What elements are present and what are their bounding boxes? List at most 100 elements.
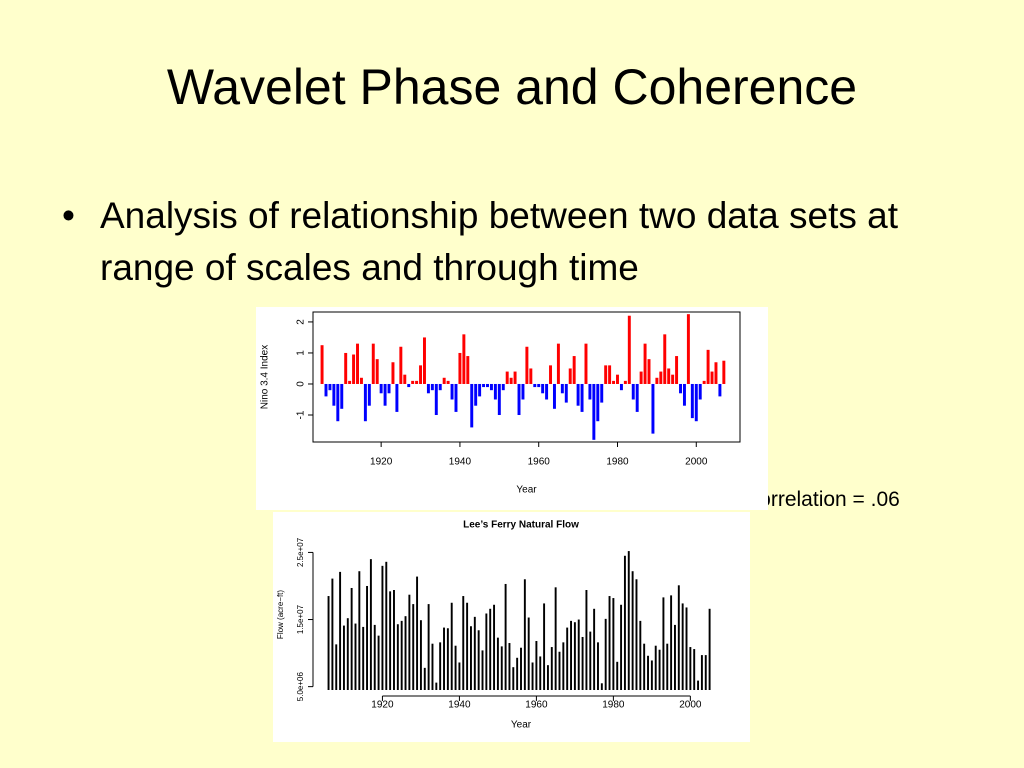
bar [366, 585, 368, 690]
bar [531, 662, 534, 690]
bar [434, 383, 438, 416]
bar [513, 371, 517, 384]
bar [521, 383, 525, 400]
bar [682, 383, 686, 406]
bar [324, 383, 328, 397]
bar [381, 565, 384, 690]
bar [612, 598, 615, 690]
bar [670, 595, 673, 690]
bar [474, 383, 478, 406]
bar [496, 637, 499, 690]
bar [391, 362, 395, 384]
bar [438, 383, 442, 391]
bar [718, 383, 722, 397]
bar [367, 383, 371, 406]
bar [596, 383, 600, 422]
bar [708, 608, 711, 690]
chart-title: Lee’s Ferry Natural Flow [463, 520, 579, 531]
bar [396, 624, 399, 690]
annotation: Correlation = .06 [744, 488, 900, 511]
bar [710, 371, 714, 384]
bar [706, 349, 710, 384]
bar [593, 608, 596, 690]
bar [354, 623, 357, 690]
bar [462, 596, 465, 690]
bar [517, 383, 521, 416]
bar [525, 346, 529, 384]
bar [704, 655, 707, 690]
bar [666, 643, 669, 690]
bar [478, 383, 482, 397]
bar [516, 657, 519, 690]
bar [373, 624, 376, 690]
bar [623, 555, 626, 690]
bar [689, 647, 692, 690]
bar [556, 343, 560, 384]
x-tick-label: 1920 [371, 700, 394, 711]
bar [580, 383, 584, 412]
bar [335, 644, 338, 690]
bar [399, 346, 403, 384]
bar [564, 383, 568, 403]
x-tick-label: 1940 [448, 700, 471, 711]
slide-title: Wavelet Phase and Coherence [166, 59, 858, 115]
bar [443, 627, 445, 690]
bar [623, 380, 627, 384]
y-tick-label: 5.0e+06 [296, 672, 305, 702]
bar [581, 636, 584, 690]
bar [686, 314, 690, 384]
bar [647, 359, 651, 384]
bar [694, 383, 698, 422]
bar [501, 383, 505, 391]
bar [616, 374, 619, 384]
bar [639, 371, 643, 384]
bar [722, 360, 726, 384]
bar [340, 383, 344, 409]
bar [359, 377, 363, 384]
bar [647, 655, 649, 690]
bar [714, 362, 718, 384]
bar [631, 571, 634, 690]
bar [560, 383, 564, 394]
bar [489, 383, 493, 391]
bar [572, 356, 576, 384]
bar [512, 667, 515, 690]
bullet-list: Analysis of relationship between two dat… [62, 190, 962, 294]
bar [454, 383, 458, 412]
bar [404, 616, 407, 690]
bar [635, 383, 639, 412]
y-tick-label: 0 [296, 381, 307, 387]
bar [485, 613, 488, 690]
bar [554, 587, 557, 690]
bar [576, 383, 580, 406]
bar [395, 383, 399, 412]
bar [658, 649, 661, 690]
bar [698, 383, 702, 400]
bar [562, 642, 565, 690]
x-tick-label: 1940 [449, 457, 472, 468]
bar [588, 383, 592, 400]
bar [597, 642, 599, 690]
bar [546, 665, 549, 690]
bar [493, 604, 496, 690]
bar [566, 627, 569, 690]
y-tick-label: 1.5e+07 [296, 604, 305, 634]
bar [470, 383, 474, 428]
x-tick-label: 2000 [679, 700, 702, 711]
bar [481, 650, 484, 690]
bar [693, 649, 696, 690]
bar [415, 380, 419, 384]
bar [679, 383, 682, 394]
x-tick-label: 1980 [606, 457, 629, 468]
bar [362, 626, 365, 690]
bar [520, 647, 522, 690]
bar [331, 578, 334, 690]
bar [604, 618, 607, 690]
bar [339, 571, 342, 690]
bar [631, 383, 635, 400]
x-axis-label: Year [511, 720, 532, 731]
bar [336, 383, 340, 422]
bar [549, 365, 553, 384]
y-tick-label: -1 [296, 410, 307, 419]
